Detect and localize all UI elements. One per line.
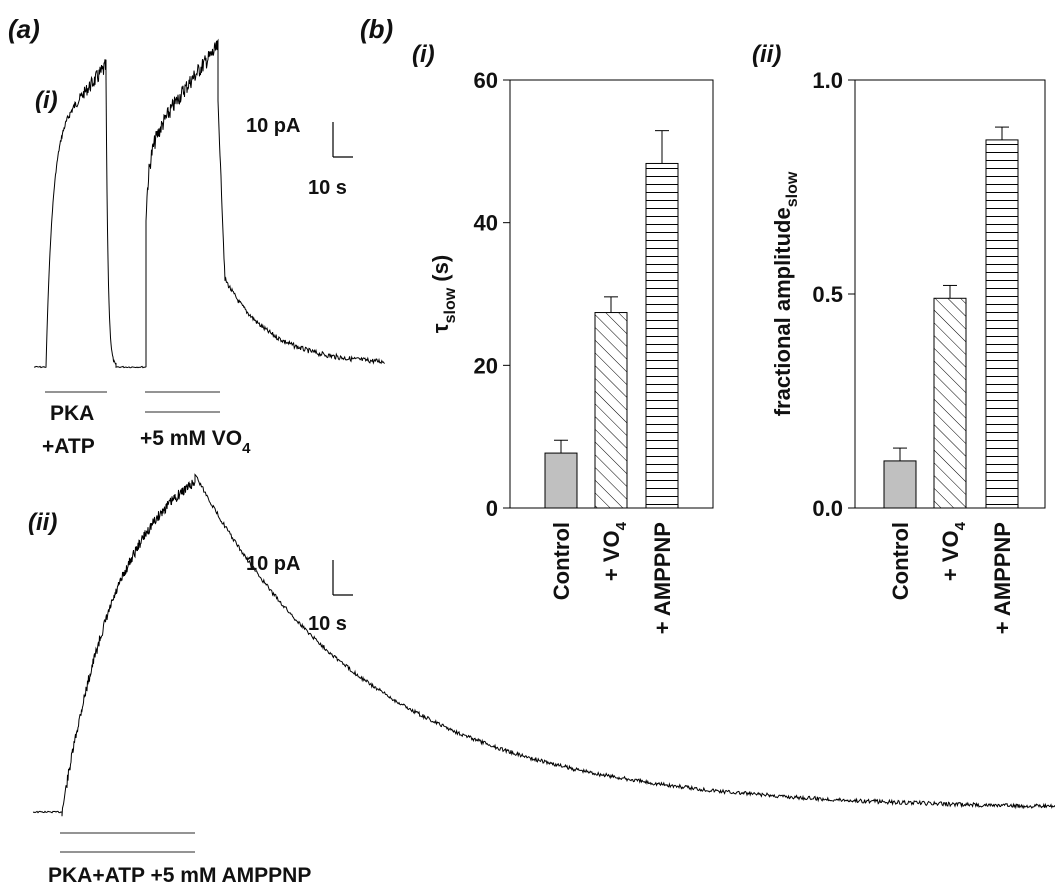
stim-label-vo4: +5 mM VO4 bbox=[140, 427, 251, 457]
y-tick-label: 20 bbox=[474, 353, 498, 378]
y-tick-label: 1.0 bbox=[812, 68, 843, 93]
scale-current-i: 10 pA bbox=[246, 115, 300, 137]
scale-current-ii: 10 pA bbox=[246, 553, 300, 575]
current-trace-ii: 10 pA 10 s PKA+ATP +5 mM AMPPNP bbox=[32, 473, 1055, 886]
category-label: + VO4 bbox=[938, 521, 969, 581]
y-axis-title: τslow (s) bbox=[428, 255, 459, 333]
stim-label-pka-amppnp: PKA+ATP +5 mM AMPPNP bbox=[48, 864, 311, 886]
y-axis-title: fractional amplitudeslow bbox=[770, 171, 801, 416]
scale-time-i: 10 s bbox=[308, 177, 347, 199]
bar bbox=[985, 139, 1019, 509]
bar bbox=[645, 162, 679, 509]
y-tick-label: 60 bbox=[474, 68, 498, 93]
chart-label-b-ii: (ii) bbox=[752, 41, 781, 68]
trace-label-i: (i) bbox=[35, 87, 58, 114]
chart-label-b-i: (i) bbox=[412, 41, 435, 68]
category-label: Control bbox=[888, 522, 913, 600]
bar-chart-fractional-amplitude: 0.0 0.5 1.0 Control + VO4 + AMPPNP fractional … bbox=[770, 68, 1046, 634]
category-label: Control bbox=[549, 522, 574, 600]
trace-label-ii: (ii) bbox=[28, 509, 57, 536]
y-tick-label: 40 bbox=[474, 211, 498, 236]
scale-bar-ii: 10 pA 10 s bbox=[246, 553, 353, 635]
category-label: + AMPPNP bbox=[990, 522, 1015, 634]
stim-label-atp: +ATP bbox=[42, 435, 95, 458]
bar bbox=[594, 312, 628, 509]
y-tick-label: 0 bbox=[486, 496, 498, 521]
stim-label-pka: PKA bbox=[50, 402, 94, 425]
trace-ii-path bbox=[32, 473, 1055, 817]
y-tick-label: 0.0 bbox=[812, 496, 843, 521]
scale-bar-i: 10 pA 10 s bbox=[246, 115, 353, 199]
bar bbox=[933, 297, 967, 509]
trace-i-path bbox=[33, 38, 385, 369]
panel-label-a: (a) bbox=[8, 14, 40, 44]
category-label: + AMPPNP bbox=[650, 522, 675, 634]
current-trace-i: 10 pA 10 s PKA +ATP +5 mM VO4 bbox=[33, 38, 385, 458]
bar bbox=[883, 460, 917, 509]
category-label: + VO4 bbox=[599, 521, 630, 581]
bar bbox=[544, 452, 578, 509]
panel-label-b: (b) bbox=[360, 14, 393, 44]
y-tick-label: 0.5 bbox=[812, 282, 843, 307]
bar-chart-tau-slow: 0 20 40 60 Control + VO4 + AMPPNP τslow (s) bbox=[428, 68, 714, 634]
scale-time-ii: 10 s bbox=[308, 613, 347, 635]
